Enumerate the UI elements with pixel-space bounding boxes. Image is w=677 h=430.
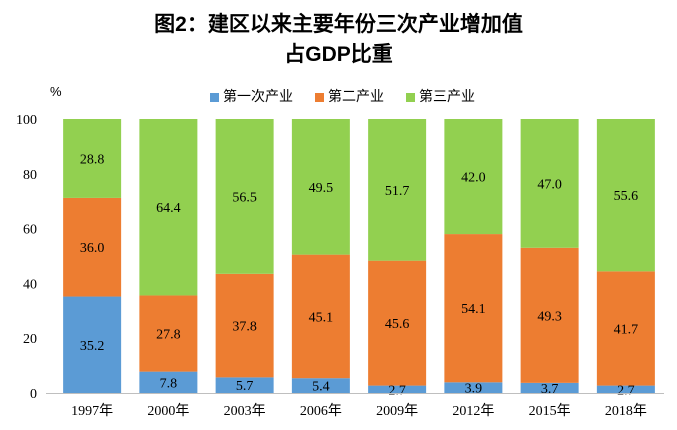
y-tick-label: 100 — [16, 113, 37, 128]
legend-swatch — [210, 92, 219, 102]
data-label: 3.9 — [465, 382, 483, 397]
bar-segment — [596, 119, 655, 272]
bar-segment — [520, 382, 579, 393]
data-label: 55.6 — [614, 189, 639, 204]
bar-segment — [215, 119, 274, 274]
bar-segment — [63, 119, 122, 198]
bar-segment — [444, 382, 503, 393]
legend: 第一次产业 第二产业 第三产业 — [210, 86, 475, 106]
data-label: 47.0 — [537, 177, 562, 192]
x-tick-label: 2018年 — [605, 403, 647, 419]
bar-segment — [291, 119, 350, 255]
data-label: 35.2 — [80, 339, 105, 354]
x-tick-label: 2009年 — [376, 403, 418, 419]
y-tick-label: 20 — [23, 332, 37, 347]
data-label: 37.8 — [232, 320, 257, 335]
legend-swatch — [315, 92, 324, 102]
data-label: 56.5 — [232, 190, 257, 205]
x-tick-label: 2015年 — [529, 403, 571, 419]
data-label: 2.7 — [617, 383, 635, 398]
data-label: 45.6 — [385, 317, 410, 332]
x-tick-label: 2006年 — [300, 403, 342, 419]
legend-label: 第三产业 — [419, 88, 475, 104]
bar-segment — [444, 119, 503, 235]
y-tick-label: 0 — [30, 387, 37, 402]
x-tick-label: 2003年 — [224, 403, 266, 419]
bar-segment — [63, 197, 122, 297]
legend-item-primary: 第一次产业 — [210, 86, 293, 106]
y-tick-label: 60 — [23, 223, 37, 238]
data-label: 49.3 — [537, 309, 562, 324]
legend-swatch — [406, 92, 415, 102]
bar-segment — [520, 247, 579, 383]
data-label: 5.4 — [312, 380, 330, 395]
bar-segment — [368, 260, 427, 386]
legend-label: 第一次产业 — [223, 88, 293, 104]
x-tick-label: 2012年 — [452, 403, 494, 419]
bar-segment — [520, 119, 579, 248]
data-label: 45.1 — [309, 310, 334, 325]
x-tick-label: 2000年 — [147, 403, 189, 419]
bar-segment — [139, 295, 198, 372]
legend-label: 第二产业 — [328, 88, 384, 104]
data-label: 27.8 — [156, 328, 181, 343]
data-label: 28.8 — [80, 152, 105, 167]
legend-item-secondary: 第二产业 — [315, 86, 384, 106]
data-label: 49.5 — [309, 181, 334, 196]
chart-title: 图2：建区以来主要年份三次产业增加值 — [154, 13, 523, 36]
data-label: 7.8 — [160, 376, 178, 391]
y-axis-label: % — [50, 84, 62, 99]
bar-segment — [139, 119, 198, 296]
data-label: 51.7 — [385, 184, 410, 199]
chart-subtitle: 占GDP比重 — [284, 43, 393, 66]
y-tick-label: 80 — [23, 168, 37, 183]
data-label: 3.7 — [541, 382, 559, 397]
y-tick-label: 40 — [23, 277, 37, 292]
bar-segment — [368, 385, 427, 393]
data-label: 2.7 — [388, 383, 406, 398]
bar-segment — [215, 273, 274, 378]
legend-item-tertiary: 第三产业 — [406, 86, 475, 106]
bar-segment — [596, 385, 655, 393]
data-label: 54.1 — [461, 302, 486, 317]
data-label: 5.7 — [236, 379, 254, 394]
data-label: 64.4 — [156, 201, 181, 216]
bar-segment — [596, 271, 655, 386]
data-label: 41.7 — [614, 322, 639, 337]
bar-segment — [291, 378, 350, 393]
bar-segment — [139, 371, 198, 393]
bar-segment — [63, 296, 122, 393]
data-label: 42.0 — [461, 171, 486, 186]
x-tick-label: 1997年 — [71, 403, 113, 419]
data-label: 36.0 — [80, 241, 105, 256]
bar-segment — [291, 254, 350, 379]
bar-segment — [444, 234, 503, 383]
bar-segment — [215, 377, 274, 393]
bar-segment — [368, 119, 427, 261]
